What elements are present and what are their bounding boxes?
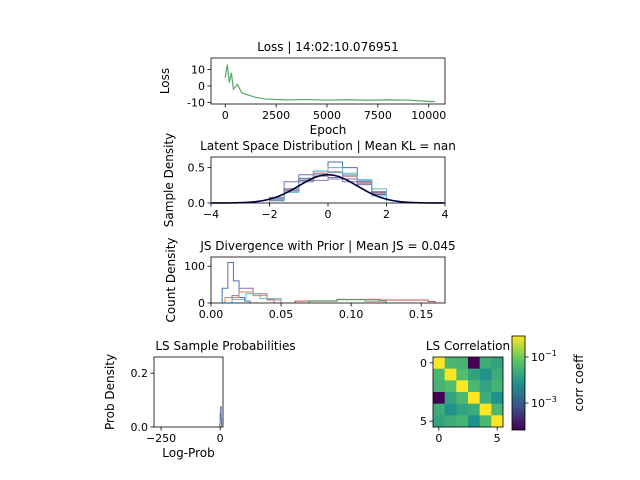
heatmap-cell xyxy=(456,392,469,404)
heatmap-cell xyxy=(491,380,504,393)
heatmap-cell xyxy=(479,368,492,381)
axes-4-frame xyxy=(432,356,504,428)
axes-0-ytick-label: 10 xyxy=(191,64,205,77)
colorbar xyxy=(511,335,526,431)
axes-3-xtick-label: −250 xyxy=(146,432,176,445)
heatmap-cell xyxy=(479,357,492,369)
heatmap-cell xyxy=(456,357,469,369)
heatmap-cell xyxy=(444,368,457,381)
axes-0-xtick-label: 7500 xyxy=(364,109,392,122)
axes-1-xtick-label: 2 xyxy=(383,208,390,221)
heatmap-cell xyxy=(444,403,457,416)
axes-0-xtick-label: 10000 xyxy=(411,109,446,122)
heatmap-cell xyxy=(433,380,445,393)
heatmap-cell xyxy=(468,392,480,404)
axes-2-xtick-label: 0.05 xyxy=(269,308,294,321)
axes-0-ylabel: Loss xyxy=(158,68,172,94)
axes-0-title: Loss | 14:02:10.076951 xyxy=(257,40,399,54)
js-hist-series-5 xyxy=(308,299,387,303)
axes-1-title: Latent Space Distribution | Mean KL = na… xyxy=(200,139,456,153)
colorbar-tick-base: 10 xyxy=(531,397,545,410)
heatmap-cell xyxy=(468,380,480,393)
js-hist-series-4 xyxy=(231,293,282,303)
heatmap-cell xyxy=(479,380,492,393)
heatmap-cell xyxy=(479,403,492,416)
heatmap-cell xyxy=(433,415,445,428)
heatmap-cell xyxy=(479,392,492,404)
heatmap-cell xyxy=(491,357,504,369)
axes-2-xtick-label: 0.10 xyxy=(339,308,364,321)
axes-3-ytick-label: 0.2 xyxy=(131,367,149,380)
colorbar-label: corr coeff xyxy=(572,354,586,412)
axes-2-xtick-label: 0.00 xyxy=(199,308,224,321)
axes-1-xtick-label: 0 xyxy=(325,208,332,221)
axes-2-ylabel: Count Density xyxy=(164,237,178,322)
heatmap-cell xyxy=(433,392,445,404)
axes-2-xtick-label: 0.15 xyxy=(409,308,434,321)
heatmap-cell xyxy=(491,415,504,428)
heatmap-cell xyxy=(444,415,457,428)
axes-1-xtick-label: −4 xyxy=(203,208,219,221)
colorbar-tick-label: 10−1 xyxy=(531,349,557,364)
heatmap-cell xyxy=(491,403,504,416)
axes-0-xtick-label: 2500 xyxy=(262,109,290,122)
heatmap-cell xyxy=(433,403,445,416)
heatmap-cell xyxy=(444,380,457,393)
axes-1-ylabel: Sample Density xyxy=(162,133,176,227)
heatmap-cell xyxy=(479,415,492,428)
heatmap-cell xyxy=(468,415,480,428)
heatmap-cell xyxy=(468,403,480,416)
js-hist-series-0 xyxy=(221,262,251,303)
heatmap-cell xyxy=(456,380,469,393)
heatmap-cell xyxy=(468,368,480,381)
axes-2-title: JS Divergence with Prior | Mean JS = 0.0… xyxy=(199,239,455,253)
heatmap-cell xyxy=(456,368,469,381)
axes-2-ytick-label: 0 xyxy=(198,297,205,310)
axes-1-ytick-label: 0.0 xyxy=(188,197,206,210)
colorbar-tick-exponent: −3 xyxy=(545,395,557,404)
heatmap-cell xyxy=(456,415,469,428)
axes-3-frame xyxy=(153,356,224,428)
axes-1-xtick-label: 4 xyxy=(442,208,449,221)
colorbar-tick-label: 10−3 xyxy=(531,395,557,410)
axes-0-frame xyxy=(210,57,446,105)
axes-3-ytick-label: 0.0 xyxy=(131,421,149,434)
loss-series-0-line xyxy=(224,64,435,103)
axes-1-frame xyxy=(210,156,446,204)
axes-4-ytick-label: 0 xyxy=(420,357,427,370)
heatmap-cell xyxy=(444,392,457,404)
colorbar-tick-base: 10 xyxy=(531,351,545,364)
heatmap-cell xyxy=(491,368,504,381)
heatmap-cell xyxy=(491,392,504,404)
axes-0-xtick-label: 5000 xyxy=(313,109,341,122)
axes-0-ytick-label: -10 xyxy=(187,96,205,109)
axes-4-title: LS Correlation xyxy=(426,339,510,353)
axes-4-xtick-label: 5 xyxy=(494,432,501,445)
axes-4-xtick-label: 0 xyxy=(435,432,442,445)
axes-2-ytick-label: 100 xyxy=(184,260,205,273)
heatmap-cell xyxy=(433,368,445,381)
axes-3-xlabel: Log-Prob xyxy=(162,446,214,460)
axes-0-xtick-label: 0 xyxy=(222,109,229,122)
colorbar-tick-exponent: −1 xyxy=(545,349,557,358)
js-hist-series-1 xyxy=(231,287,275,303)
axes-3-xtick-label: 0 xyxy=(217,432,224,445)
axes-0-ytick-label: 0 xyxy=(198,80,205,93)
axes-1-ytick-label: 0.5 xyxy=(188,162,206,175)
heatmap-cell xyxy=(456,403,469,416)
axes-3-ylabel: Prob Density xyxy=(103,354,117,430)
axes-0-xlabel: Epoch xyxy=(310,123,347,137)
axes-3-title: LS Sample Probabilities xyxy=(155,339,295,353)
heatmap-cell xyxy=(444,357,457,369)
axes-1-xtick-label: −2 xyxy=(261,208,277,221)
heatmap-cell xyxy=(468,357,480,369)
logprob-hist-series-0 xyxy=(219,406,223,427)
heatmap-cell xyxy=(433,357,445,369)
axes-2-frame xyxy=(210,256,446,304)
prior-gaussian-curve xyxy=(210,173,446,204)
axes-4-ytick-label: 5 xyxy=(420,415,427,428)
